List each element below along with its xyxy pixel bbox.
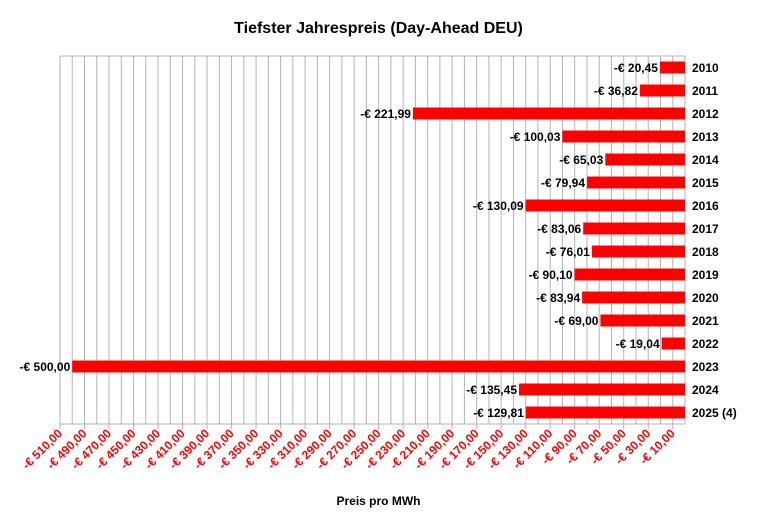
data-label: -€ 135,45: [466, 383, 517, 397]
data-label: -€ 20,45: [614, 61, 658, 75]
category-label: 2015: [692, 176, 719, 190]
category-label: 2024: [692, 383, 719, 397]
bar: [574, 268, 685, 281]
data-label: -€ 500,00: [20, 360, 71, 374]
data-label: -€ 90,10: [529, 268, 573, 282]
data-label: -€ 130,09: [473, 199, 524, 213]
data-label: -€ 83,06: [537, 222, 581, 236]
bar: [525, 406, 685, 419]
bar: [582, 291, 685, 304]
data-label: -€ 69,00: [554, 314, 598, 328]
data-label: -€ 36,82: [594, 84, 638, 98]
category-label: 2012: [692, 107, 719, 121]
bar: [605, 153, 685, 166]
bar: [591, 245, 685, 258]
bar: [661, 337, 685, 350]
data-label: -€ 221,99: [360, 107, 411, 121]
category-label: 2018: [692, 245, 719, 259]
category-label: 2021: [692, 314, 719, 328]
chart-title: Tiefster Jahrespreis (Day-Ahead DEU): [234, 20, 523, 37]
bar: [412, 107, 685, 120]
data-label: -€ 79,94: [541, 176, 585, 190]
data-label: -€ 100,03: [510, 130, 561, 144]
category-label: 2023: [692, 360, 719, 374]
bar: [583, 222, 685, 235]
bar: [639, 84, 685, 97]
data-label: -€ 83,94: [536, 291, 580, 305]
category-label: 2020: [692, 291, 719, 305]
data-label: -€ 19,04: [616, 337, 660, 351]
category-label: 2013: [692, 130, 719, 144]
data-label: -€ 76,01: [546, 245, 590, 259]
category-label: 2025 (4): [692, 406, 737, 420]
bar: [72, 360, 686, 373]
category-label: 2019: [692, 268, 719, 282]
bar: [587, 176, 685, 189]
data-label: -€ 65,03: [559, 153, 603, 167]
bar: [600, 314, 685, 327]
category-label: 2017: [692, 222, 719, 236]
bar: [659, 61, 685, 74]
category-label: 2011: [692, 84, 718, 98]
bar: [519, 383, 685, 396]
bar: [525, 199, 685, 212]
category-label: 2022: [692, 337, 719, 351]
category-label: 2010: [692, 61, 719, 75]
category-label: 2016: [692, 199, 719, 213]
data-label: -€ 129,81: [473, 406, 524, 420]
category-label: 2014: [692, 153, 719, 167]
x-axis-label: Preis pro MWh: [336, 494, 421, 508]
bar: [562, 130, 685, 143]
